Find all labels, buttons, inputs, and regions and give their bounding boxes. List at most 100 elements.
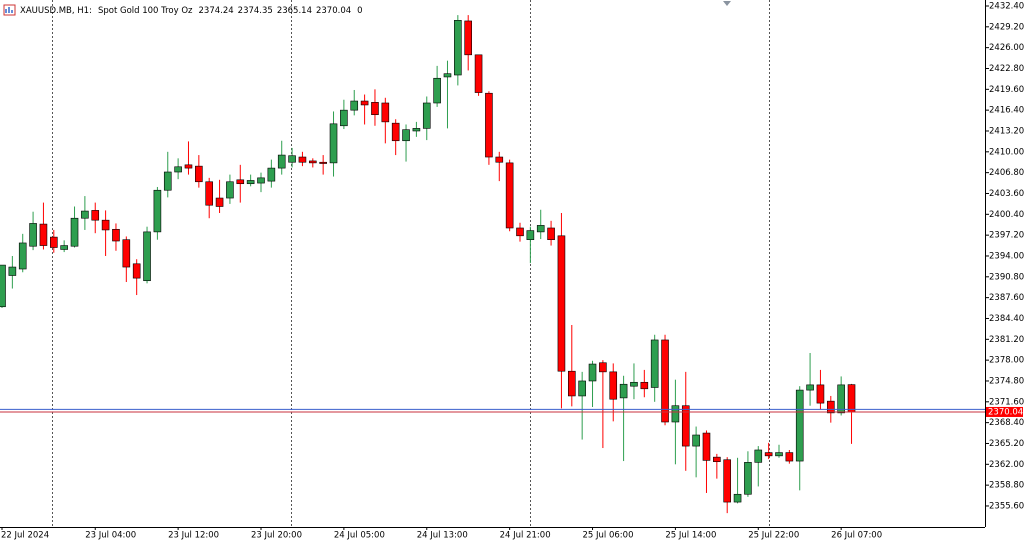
candle-body	[329, 123, 338, 164]
candle-body	[340, 109, 348, 127]
candle-body	[723, 459, 732, 503]
last-low: 2365.14	[277, 6, 312, 16]
y-tick-label: 2362.00	[989, 460, 1024, 470]
candle-body	[143, 231, 151, 282]
y-tick-label: 2406.80	[989, 168, 1024, 178]
y-tick-label: 2397.20	[989, 231, 1024, 241]
chart-icon-bars	[5, 7, 13, 13]
candle-body	[163, 171, 172, 191]
y-tick-label: 2381.20	[989, 335, 1024, 345]
candle-body	[692, 434, 700, 447]
candle-body	[49, 236, 58, 248]
candle-body	[122, 239, 131, 268]
candle-body	[713, 456, 721, 463]
candle-body	[101, 219, 110, 231]
candle-body	[308, 160, 317, 164]
candle-body	[816, 384, 825, 404]
y-tick-label: 2355.60	[989, 501, 1024, 511]
candle-body	[754, 449, 763, 463]
candle-body	[764, 452, 773, 457]
shift-marker	[723, 1, 731, 6]
last-close: 2370.04	[316, 6, 351, 16]
x-tick-label: 23 Jul 12:00	[168, 531, 219, 541]
candle-body	[184, 164, 193, 169]
candle-body	[277, 154, 286, 169]
candle-body	[422, 102, 431, 129]
candle-body	[474, 54, 483, 93]
candle-body	[505, 162, 514, 229]
candle-body	[619, 383, 628, 399]
candle-body	[371, 102, 379, 116]
candle-body	[847, 384, 856, 413]
x-tick-label: 25 Jul 22:00	[748, 531, 799, 541]
y-tick-label: 2384.40	[989, 314, 1024, 324]
candle-body	[785, 452, 794, 462]
candle-body	[826, 400, 835, 414]
candle-body	[226, 181, 234, 199]
candle-body	[246, 180, 255, 185]
bid-label-box	[986, 406, 1023, 417]
y-tick-label: 2432.40	[989, 1, 1024, 11]
x-tick-label: 23 Jul 20:00	[251, 531, 302, 541]
candle-body	[454, 20, 462, 76]
candle-body	[132, 263, 141, 279]
candle-body	[360, 100, 369, 106]
x-tick-label: 25 Jul 06:00	[583, 531, 634, 541]
candle-body	[195, 165, 203, 183]
y-tick-label: 2416.40	[989, 106, 1024, 116]
candle-body	[630, 381, 638, 387]
last-open: 2374.24	[199, 6, 234, 16]
candle-body	[215, 197, 224, 207]
x-tick-label: 25 Jul 14:00	[665, 531, 716, 541]
candle-body	[526, 230, 535, 241]
candle-body	[29, 223, 37, 247]
bid-label: 2370.04	[988, 407, 1023, 417]
candle-body	[91, 210, 100, 221]
candle-body	[267, 167, 276, 182]
candle-body	[702, 432, 711, 461]
y-tick-label: 2403.60	[989, 189, 1024, 199]
candle-body	[733, 493, 742, 503]
candle-body	[557, 235, 566, 372]
candle-body	[391, 122, 400, 142]
candle-body	[381, 102, 390, 123]
candle-body	[681, 405, 690, 447]
description: Spot Gold 100 Troy Oz	[98, 6, 193, 16]
y-tick-label: 2378.00	[989, 356, 1024, 366]
candle-body	[661, 339, 669, 423]
candle-body	[609, 371, 618, 400]
candle-body	[433, 77, 441, 104]
candle-body	[236, 179, 245, 185]
y-tick-label: 2387.60	[989, 293, 1024, 303]
candle-body	[640, 381, 649, 390]
candle-body	[257, 177, 265, 184]
candle-body	[350, 100, 359, 111]
y-tick-label: 2429.20	[989, 22, 1024, 32]
header: XAUUSD.MB, H1: Spot Gold 100 Troy Oz 2374.…	[3, 4, 363, 16]
candle-body	[795, 389, 804, 462]
y-tick-label: 2422.80	[989, 64, 1024, 74]
y-tick-label: 2390.80	[989, 272, 1024, 282]
candle-body	[319, 161, 327, 164]
candle-body	[599, 362, 607, 373]
y-tick-label: 2371.60	[989, 397, 1024, 407]
candle-body	[39, 223, 48, 246]
y-tick-label: 2374.80	[989, 376, 1024, 386]
candle-body	[18, 242, 27, 270]
x-tick-label: 23 Jul 04:00	[85, 531, 136, 541]
y-tick-label: 2394.00	[989, 251, 1024, 261]
x-tick-label: 24 Jul 21:00	[500, 531, 551, 541]
y-tick-label: 2413.20	[989, 126, 1024, 136]
y-tick-label: 2410.00	[989, 147, 1024, 157]
candle-body	[402, 129, 410, 142]
candle-body	[578, 380, 586, 397]
candle-body	[485, 92, 493, 158]
candle-body	[837, 384, 845, 414]
y-tick-label: 2368.40	[989, 418, 1024, 428]
x-tick-label: 26 Jul 07:00	[831, 531, 882, 541]
candle-body	[650, 339, 659, 388]
candle-body	[298, 156, 307, 163]
y-tick-label: 2400.40	[989, 210, 1024, 220]
y-tick-label: 2365.20	[989, 439, 1024, 449]
